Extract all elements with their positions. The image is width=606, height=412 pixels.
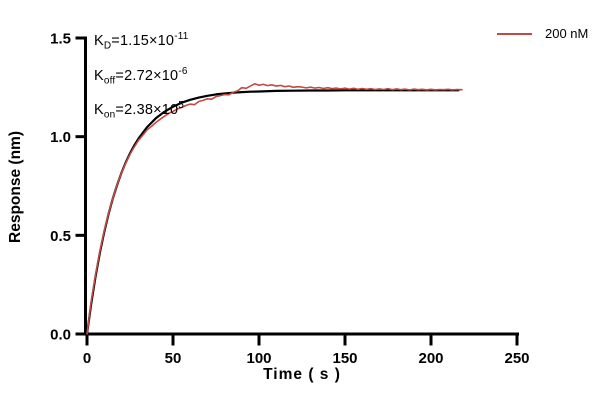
y-tick-label: 1.0: [50, 129, 71, 146]
y-tick-label: 1.5: [50, 31, 71, 48]
y-tick-label: 0.0: [50, 327, 71, 344]
y-axis-label: Response (nm): [7, 131, 24, 243]
x-tick-label: 150: [332, 350, 357, 367]
y-tick-label: 0.5: [50, 228, 71, 245]
x-tick-label: 100: [246, 350, 271, 367]
series-200-nm: [86, 83, 463, 335]
x-tick-label: 200: [418, 350, 443, 367]
x-tick-label: 250: [504, 350, 529, 367]
legend-line-swatch: [497, 33, 532, 35]
x-tick-label: 0: [83, 350, 91, 367]
kon-annotation: Kon=2.38×105: [94, 100, 185, 121]
koff-annotation: Koff=2.72×10-6: [94, 65, 188, 87]
x-axis-label: Time ( s ): [263, 366, 341, 383]
x-tick-label: 50: [165, 350, 182, 367]
kd-annotation: KD=1.15×10-11: [94, 31, 189, 52]
kinetics-annotation: KD=1.15×10-11 Koff=2.72×10-6 Kon=2.38×10…: [94, 25, 189, 129]
legend: 200 nM: [497, 26, 588, 41]
legend-label: 200 nM: [545, 26, 589, 41]
